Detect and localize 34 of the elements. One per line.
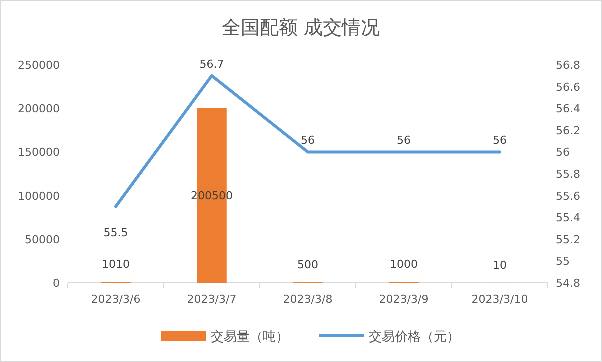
legend-label: 交易价格（元）: [369, 329, 460, 345]
y2-tick-label: 55.8: [556, 168, 580, 181]
data-label: 56.7: [200, 58, 224, 71]
y-tick-label: 200000: [18, 102, 60, 116]
x-tick-label: 2023/3/9: [379, 293, 429, 306]
y2-tick-label: 56.2: [556, 124, 580, 138]
y-tick-label: 50000: [25, 233, 60, 246]
data-label: 56: [397, 134, 411, 148]
y2-tick-label: 55.6: [556, 190, 580, 203]
y-tick-label: 0: [53, 277, 60, 290]
y2-tick-label: 55.2: [556, 233, 580, 246]
y2-tick-label: 55: [556, 255, 570, 268]
chart-title: 全国配额 成交情况: [222, 17, 380, 39]
y-tick-label: 150000: [18, 146, 60, 160]
legend-label: 交易量（吨）: [211, 329, 289, 345]
data-label: 1010: [102, 258, 130, 272]
y2-tick-label: 55.4: [556, 212, 580, 225]
data-label: 500: [298, 258, 318, 272]
x-tick-label: 2023/3/7: [187, 293, 237, 306]
x-tick-label: 2023/3/6: [91, 293, 141, 306]
y2-tick-label: 54.8: [556, 277, 580, 290]
y2-tick-label: 56.4: [556, 102, 580, 116]
data-label: 56: [493, 134, 507, 148]
data-label: 1000: [390, 258, 418, 272]
x-tick-label: 2023/3/8: [283, 293, 333, 306]
y-tick-label: 100000: [18, 190, 60, 203]
data-label: 10: [493, 258, 507, 272]
x-tick-label: 2023/3/10: [472, 293, 528, 306]
data-label: 56: [301, 134, 315, 148]
y-tick-label: 250000: [18, 59, 60, 72]
y2-tick-label: 56.8: [556, 59, 580, 72]
y2-tick-label: 56: [556, 146, 570, 160]
y2-tick-label: 56.6: [556, 80, 580, 94]
data-label: 55.5: [104, 226, 128, 240]
